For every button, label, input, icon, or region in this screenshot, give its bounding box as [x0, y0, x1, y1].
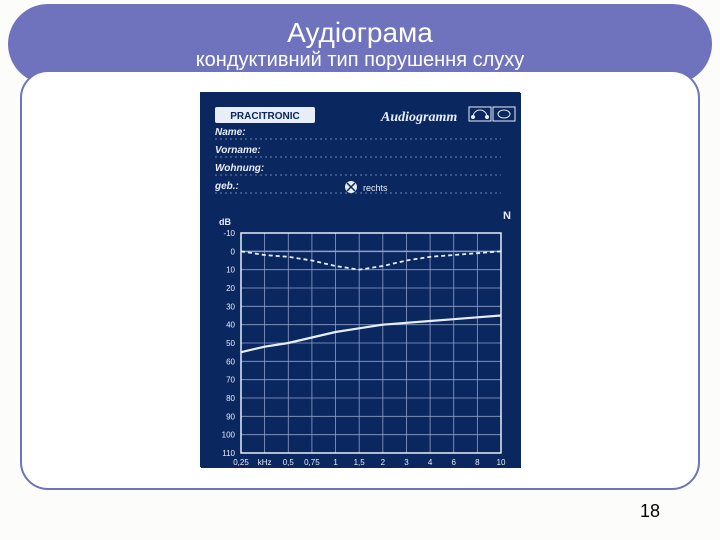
svg-text:geb.:: geb.: — [214, 181, 239, 192]
svg-text:50: 50 — [226, 339, 235, 348]
svg-text:6: 6 — [452, 458, 457, 467]
svg-text:1,5: 1,5 — [354, 458, 366, 467]
svg-text:0,75: 0,75 — [304, 458, 320, 467]
svg-text:Wohnung:: Wohnung: — [215, 163, 264, 174]
svg-text:60: 60 — [226, 357, 235, 366]
audiogram-svg: PRACITRONIC Audiogramm Name: Vorname: Wohnun… — [201, 93, 521, 468]
svg-text:PRACITRONIC: PRACITRONIC — [230, 111, 299, 122]
slide-title: Аудіограма — [287, 17, 433, 49]
svg-text:0,25: 0,25 — [233, 458, 249, 467]
svg-text:Name:: Name: — [215, 127, 246, 138]
svg-text:100: 100 — [222, 431, 236, 440]
svg-text:8: 8 — [475, 458, 480, 467]
svg-text:rechts: rechts — [363, 183, 388, 193]
svg-text:0: 0 — [231, 247, 236, 256]
svg-text:2: 2 — [381, 458, 386, 467]
svg-text:30: 30 — [226, 302, 235, 311]
page-number: 18 — [640, 501, 660, 522]
svg-text:110: 110 — [222, 449, 235, 458]
svg-text:4: 4 — [428, 458, 433, 467]
svg-text:20: 20 — [226, 284, 235, 293]
svg-text:80: 80 — [226, 394, 235, 403]
svg-text:-10: -10 — [223, 229, 235, 238]
svg-text:40: 40 — [226, 321, 235, 330]
svg-text:N: N — [503, 210, 511, 222]
svg-text:Audiogramm: Audiogramm — [380, 110, 457, 125]
svg-text:3: 3 — [404, 458, 409, 467]
svg-text:90: 90 — [226, 412, 235, 421]
svg-text:kHz: kHz — [258, 458, 272, 467]
slide-subtitle: кондуктивний тип порушення слуху — [196, 49, 525, 72]
svg-text:dB: dB — [219, 217, 231, 227]
svg-text:1: 1 — [333, 458, 338, 467]
audiogram-card: PRACITRONIC Audiogramm Name: Vorname: Wohnun… — [200, 92, 520, 467]
svg-text:10: 10 — [226, 266, 235, 275]
svg-text:0,5: 0,5 — [283, 458, 295, 467]
svg-text:Vorname:: Vorname: — [215, 145, 261, 156]
svg-text:10: 10 — [497, 458, 506, 467]
svg-text:70: 70 — [226, 376, 235, 385]
content-frame: PRACITRONIC Audiogramm Name: Vorname: Wohnun… — [20, 70, 700, 490]
